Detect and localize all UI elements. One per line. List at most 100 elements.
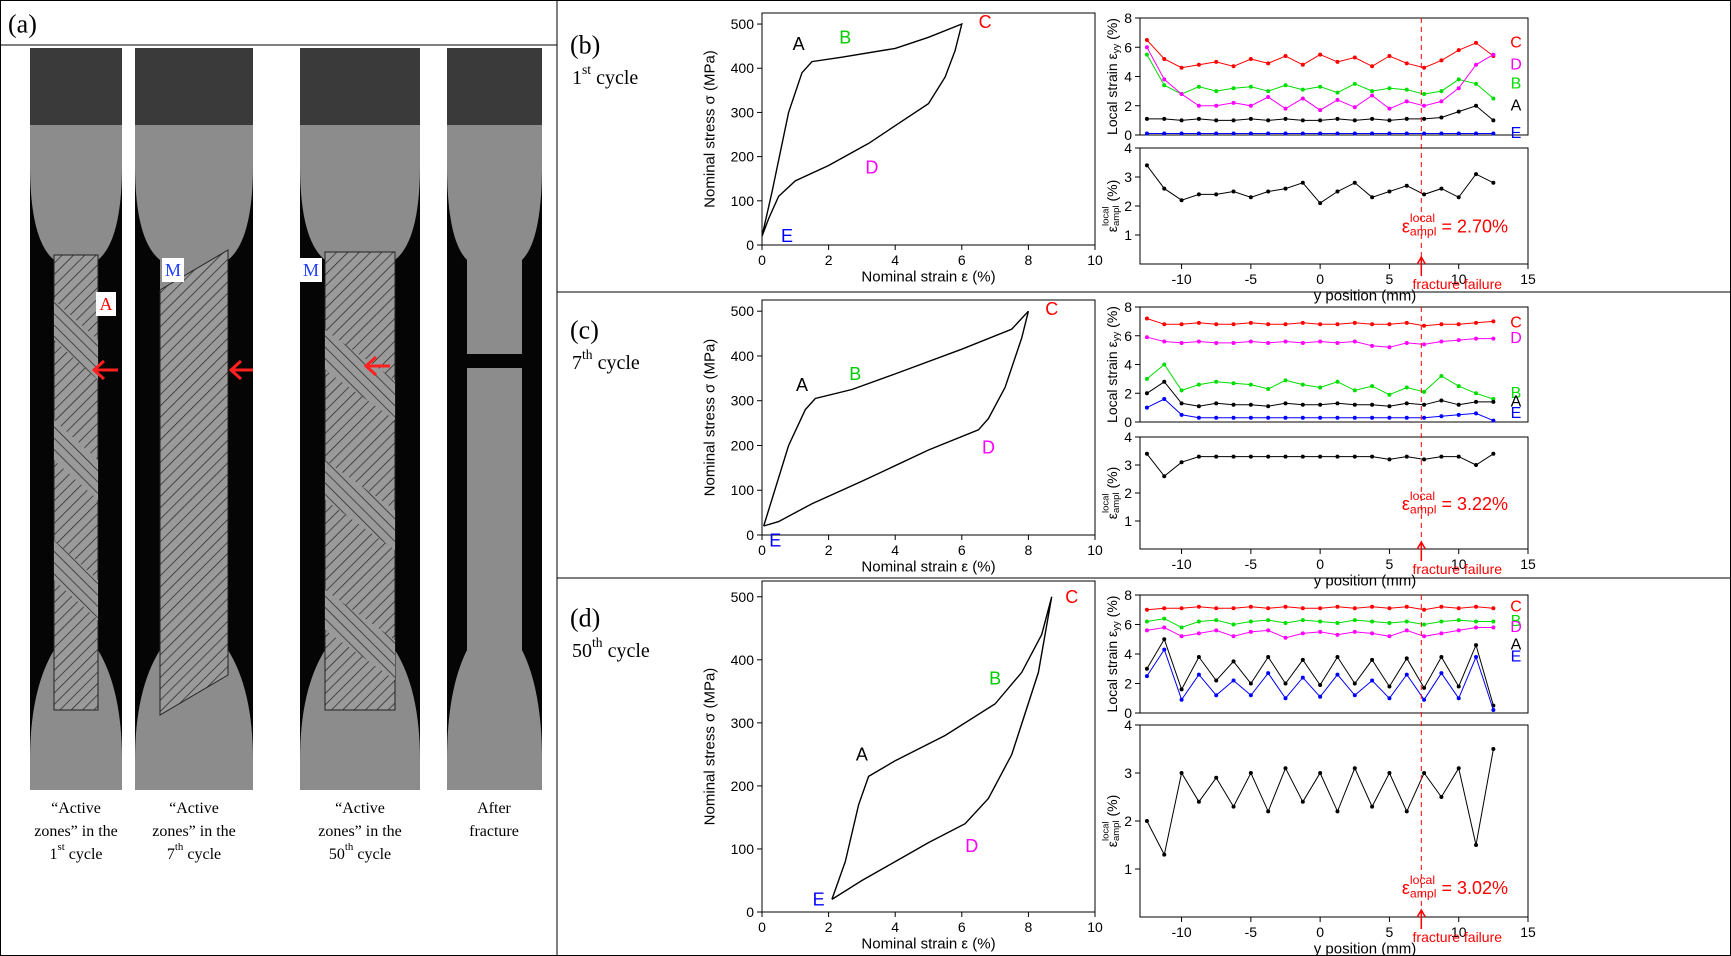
x-tick-label: 5 bbox=[1386, 556, 1394, 572]
data-point bbox=[1283, 415, 1288, 420]
data-point bbox=[1266, 89, 1271, 94]
x-tick-label: -5 bbox=[1245, 271, 1258, 287]
data-point bbox=[1179, 687, 1184, 692]
text-part: cycle bbox=[593, 352, 640, 374]
data-point bbox=[1387, 322, 1392, 327]
data-point bbox=[1474, 62, 1479, 67]
data-point bbox=[1162, 362, 1167, 367]
text-part: cycle bbox=[183, 846, 221, 863]
data-point bbox=[1474, 625, 1479, 630]
y-axis-label: εlocalampl (%) bbox=[1100, 467, 1122, 520]
x-tick-label: 2 bbox=[825, 542, 833, 558]
y-tick-label: 300 bbox=[731, 393, 755, 409]
data-point bbox=[1300, 180, 1305, 185]
data-point bbox=[1474, 320, 1479, 325]
data-point bbox=[1318, 118, 1323, 123]
y-tick-label: 6 bbox=[1124, 328, 1132, 344]
data-point bbox=[1196, 454, 1201, 459]
text-part: yy bbox=[1111, 621, 1122, 631]
data-point bbox=[1266, 606, 1271, 611]
data-point bbox=[1248, 454, 1253, 459]
data-point bbox=[1404, 340, 1409, 345]
data-point bbox=[1439, 115, 1444, 120]
caption-line: 50th cycle bbox=[329, 841, 391, 863]
data-point bbox=[1352, 180, 1357, 185]
data-point bbox=[1283, 54, 1288, 59]
point-label: B bbox=[849, 364, 861, 384]
specimen-image bbox=[30, 48, 122, 790]
data-point bbox=[1474, 391, 1479, 396]
data-point bbox=[1491, 52, 1496, 57]
text-part: “Active bbox=[335, 800, 385, 817]
text-part: cycle bbox=[353, 846, 391, 863]
data-point bbox=[1196, 131, 1201, 136]
data-point bbox=[1404, 183, 1409, 188]
data-point bbox=[1370, 89, 1375, 94]
x-tick-label: 10 bbox=[1451, 271, 1467, 287]
data-point bbox=[1266, 386, 1271, 391]
y-axis-label: εlocalampl (%) bbox=[1100, 180, 1122, 233]
series-label: E bbox=[1511, 648, 1522, 665]
data-point bbox=[1404, 385, 1409, 390]
data-point bbox=[1404, 99, 1409, 104]
text-part: ε bbox=[1104, 841, 1120, 847]
point-label: E bbox=[813, 889, 825, 909]
data-line bbox=[1146, 165, 1494, 204]
data-point bbox=[1491, 118, 1496, 123]
data-point bbox=[1474, 399, 1479, 404]
marker-box bbox=[300, 258, 322, 282]
data-point bbox=[1231, 804, 1236, 809]
data-point bbox=[1196, 404, 1201, 409]
x-tick-label: 8 bbox=[1025, 542, 1033, 558]
x-tick-label: 0 bbox=[1316, 271, 1324, 287]
caption-line: zones” in the bbox=[152, 823, 236, 840]
y-tick-label: 100 bbox=[731, 193, 755, 209]
text-part: = 3.02% bbox=[1436, 878, 1508, 898]
data-point bbox=[1266, 454, 1271, 459]
data-point bbox=[1144, 376, 1149, 381]
series-label: D bbox=[1510, 56, 1522, 73]
data-point bbox=[1456, 322, 1461, 327]
series-label: B bbox=[1511, 75, 1522, 92]
text-part: (%) bbox=[1104, 180, 1120, 206]
data-point bbox=[1162, 339, 1167, 344]
y-tick-label: 200 bbox=[731, 149, 755, 165]
x-tick-label: 5 bbox=[1386, 924, 1394, 940]
data-point bbox=[1283, 401, 1288, 406]
data-point bbox=[1266, 671, 1271, 676]
data-point bbox=[1266, 628, 1271, 633]
text-part: ε bbox=[1402, 494, 1410, 514]
data-point bbox=[1456, 412, 1461, 417]
data-point bbox=[1474, 843, 1479, 847]
data-point bbox=[1370, 322, 1375, 327]
data-point bbox=[1335, 379, 1340, 384]
text-part: ampl bbox=[1111, 205, 1122, 226]
data-point bbox=[1491, 606, 1496, 611]
y-axis-label: Nominal stress σ (MPa) bbox=[702, 50, 719, 208]
text-part: ε bbox=[1402, 216, 1410, 236]
data-point bbox=[1214, 401, 1219, 406]
point-label: C bbox=[1045, 299, 1058, 319]
zone-marker: A bbox=[100, 294, 113, 314]
text-part: local bbox=[1410, 211, 1435, 225]
data-point bbox=[1144, 451, 1149, 456]
text-part: local bbox=[1410, 489, 1435, 503]
data-point bbox=[1300, 340, 1305, 345]
data-point bbox=[1144, 335, 1149, 340]
data-point bbox=[1422, 342, 1427, 347]
series-label: E bbox=[1511, 125, 1522, 142]
fracture-label: fracture failure bbox=[1413, 561, 1503, 577]
y-tick-label: 4 bbox=[1124, 429, 1132, 445]
panel-label: (c) bbox=[570, 316, 599, 345]
data-point bbox=[1214, 618, 1219, 623]
data-point bbox=[1214, 379, 1219, 384]
x-tick-label: 2 bbox=[825, 252, 833, 268]
text-part: ampl bbox=[1410, 887, 1437, 901]
data-point bbox=[1439, 454, 1444, 459]
y-tick-label: 2 bbox=[1124, 485, 1132, 501]
data-point bbox=[1387, 404, 1392, 409]
data-point bbox=[1196, 604, 1201, 609]
data-point bbox=[1352, 454, 1357, 459]
x-axis-label: y position (mm) bbox=[1314, 573, 1417, 590]
data-point bbox=[1231, 659, 1236, 664]
